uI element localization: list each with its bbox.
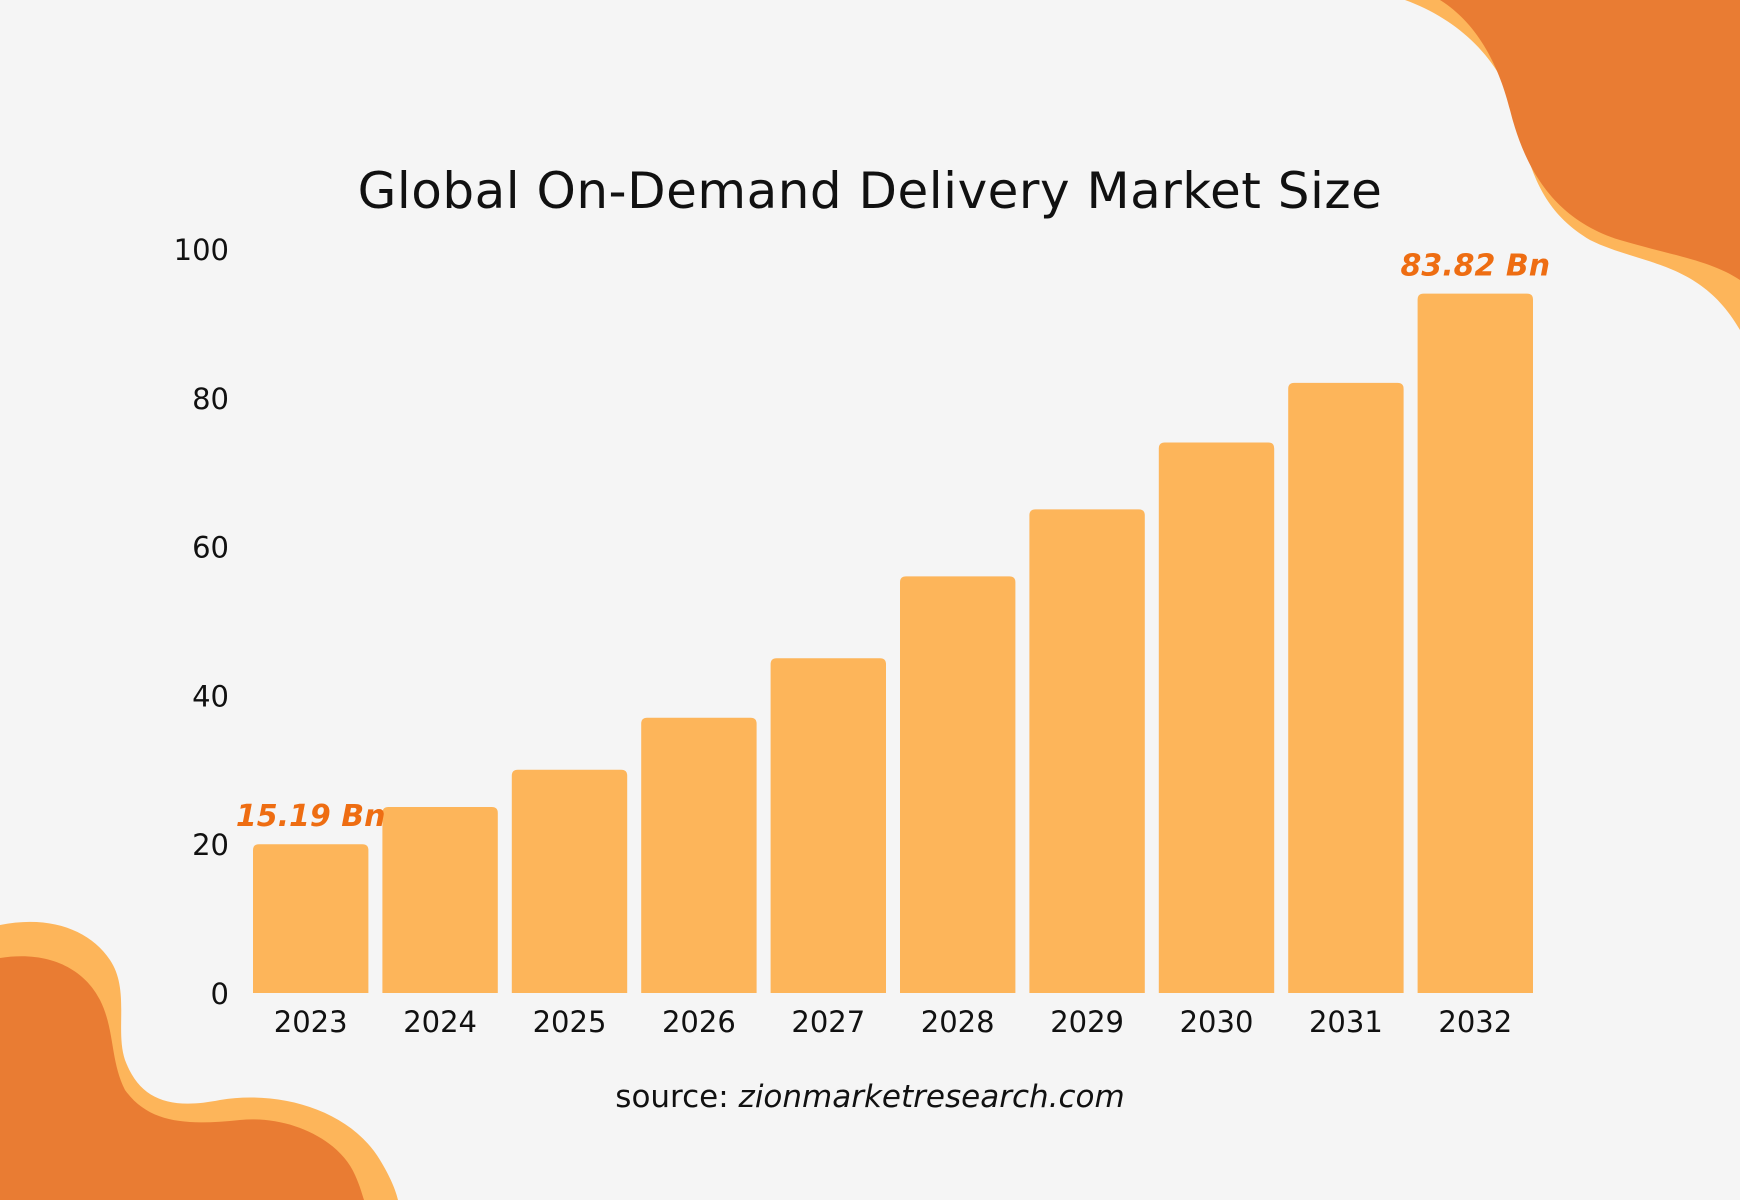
- value-callouts: 15.19 Bn 83.82 Bn: [236, 249, 1550, 835]
- bar-series: [253, 293, 1533, 993]
- bar-2032: [1417, 293, 1533, 993]
- x-tick-label: 2025: [533, 1005, 607, 1039]
- x-tick-label: 2031: [1309, 1005, 1383, 1039]
- source-domain: zionmarketresearch.com: [738, 1079, 1125, 1115]
- top-right-blob-dark: [1440, 0, 1740, 280]
- y-tick-label: 100: [174, 233, 229, 267]
- bar-2031: [1288, 382, 1404, 993]
- y-tick-label: 20: [192, 828, 229, 862]
- x-tick-label: 2024: [403, 1005, 477, 1039]
- bar-2025: [511, 769, 628, 993]
- top-right-decoration: [1405, 0, 1740, 330]
- bar-2024: [382, 807, 498, 993]
- y-tick-label: 40: [192, 679, 229, 713]
- bar-2028: [900, 576, 1016, 993]
- bar-2030: [1158, 442, 1275, 993]
- y-tick-label: 60: [192, 531, 229, 565]
- x-tick-label: 2023: [274, 1005, 348, 1039]
- y-axis: 0 20 40 60 80 100: [174, 233, 229, 1011]
- bottom-left-decoration: [0, 921, 398, 1200]
- bar-2023: [253, 844, 369, 993]
- bottom-left-blob-dark: [0, 956, 364, 1200]
- value-callout-2023: 15.19 Bn: [236, 799, 386, 834]
- x-tick-label: 2026: [662, 1005, 736, 1039]
- bar-2027: [770, 658, 886, 993]
- chart-title: Global On-Demand Delivery Market Size: [357, 162, 1383, 220]
- x-tick-label: 2027: [791, 1005, 865, 1039]
- value-callout-2032: 83.82 Bn: [1401, 249, 1551, 284]
- bar-2026: [641, 717, 757, 993]
- x-tick-label: 2030: [1180, 1005, 1254, 1039]
- y-tick-label: 80: [192, 382, 229, 416]
- x-tick-label: 2028: [921, 1005, 995, 1039]
- x-tick-label: 2032: [1438, 1005, 1512, 1039]
- source-credit: source: zionmarketresearch.com: [0, 1079, 1740, 1115]
- x-axis: 2023 2024 2025 2026 2027 2028 2029 2030 2031 2032: [274, 1005, 1512, 1039]
- y-tick-label: 0: [211, 977, 229, 1011]
- source-prefix: source:: [615, 1079, 739, 1115]
- bar-2029: [1029, 509, 1145, 993]
- x-tick-label: 2029: [1050, 1005, 1124, 1039]
